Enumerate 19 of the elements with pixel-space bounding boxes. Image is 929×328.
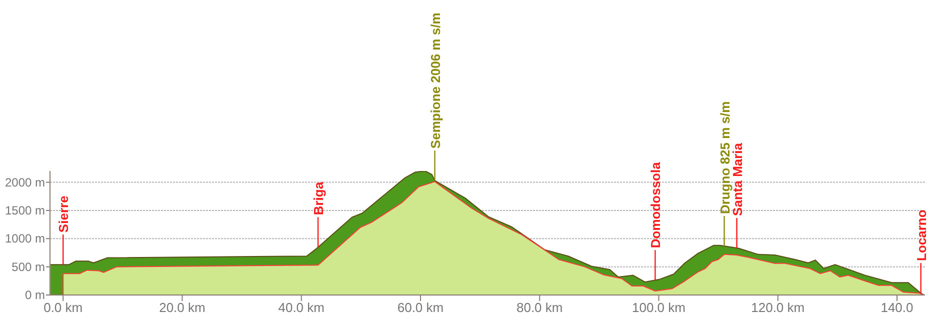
x-tick-label: 80.0 km <box>516 300 563 316</box>
ref-line-label: Sempione 2006 m s/m <box>428 12 443 149</box>
y-tick-label: 2000 m <box>4 175 45 190</box>
x-tick-label: 140.0 <box>880 300 914 316</box>
x-tick-label: 0.0 km <box>44 300 83 316</box>
x-tick-label: 40.0 km <box>278 300 324 316</box>
x-tick-label: 20.0 km <box>159 300 206 316</box>
y-tick-label: 0 m <box>24 288 45 302</box>
y-tick-label: 500 m <box>12 260 45 274</box>
y-tick-label: 1500 m <box>4 203 45 218</box>
ref-line-label: Locarno <box>914 210 929 261</box>
ref-line-label: Drugno 825 m s/m <box>717 101 732 214</box>
x-tick-label: 60.0 km <box>397 300 444 316</box>
ref-line-label: Briga <box>311 181 326 216</box>
ref-line-label: Domodossola <box>648 161 664 248</box>
x-tick-label: 120.0 km <box>751 300 805 316</box>
ref-line-label: Sierre <box>56 196 72 233</box>
y-tick-label: 1000 m <box>4 232 45 246</box>
x-tick-label: 100.0 km <box>632 300 686 316</box>
